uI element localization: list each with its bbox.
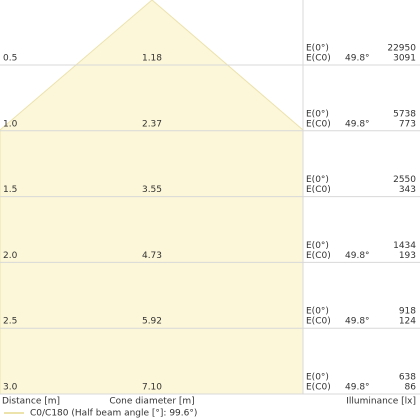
- e0-value: 918: [399, 307, 416, 317]
- ec0-label: E(C0): [306, 54, 331, 64]
- distance-label: 2.5: [3, 317, 17, 327]
- diameter-label: 7.10: [142, 383, 162, 393]
- angle-label: 49.8°: [345, 119, 370, 129]
- distance-label: 3.0: [3, 383, 18, 393]
- ec0-value: 3091: [393, 54, 416, 64]
- angle-label: 49.8°: [345, 251, 370, 261]
- footer-distance: Distance [m]: [2, 397, 60, 407]
- distance-label: 2.0: [3, 251, 18, 261]
- footer-diameter: Cone diameter [m]: [109, 397, 194, 407]
- diameter-label: 4.73: [142, 251, 162, 261]
- e0-value: 2550: [393, 175, 416, 185]
- ec0-value: 773: [399, 119, 416, 129]
- e0-value: 1434: [393, 241, 416, 251]
- angle-label: 49.8°: [345, 317, 370, 327]
- e0-value: 22950: [387, 44, 416, 54]
- diameter-label: 1.18: [142, 54, 162, 64]
- e0-label: E(0°): [306, 175, 329, 185]
- e0-value: 5738: [393, 109, 416, 119]
- e0-label: E(0°): [306, 241, 329, 251]
- legend-label: C0/C180 (Half beam angle [°]: 99.6°): [30, 409, 197, 419]
- e0-label: E(0°): [306, 373, 329, 383]
- ec0-label: E(C0): [306, 383, 331, 393]
- e0-label: E(0°): [306, 109, 329, 119]
- angle-label: 49.8°: [345, 54, 370, 64]
- e0-label: E(0°): [306, 307, 329, 317]
- ec0-label: E(C0): [306, 317, 331, 327]
- ec0-label: E(C0): [306, 251, 331, 261]
- e0-label: E(0°): [306, 44, 329, 54]
- distance-label: 0.5: [3, 54, 17, 64]
- ec0-label: E(C0): [306, 119, 331, 129]
- ec0-label: E(C0): [306, 185, 331, 195]
- ec0-value: 193: [399, 251, 416, 261]
- diameter-label: 3.55: [142, 185, 162, 195]
- ec0-value: 86: [405, 383, 417, 393]
- angle-label: 49.8°: [345, 383, 370, 393]
- distance-label: 1.0: [3, 119, 18, 129]
- distance-label: 1.5: [3, 185, 17, 195]
- footer-illuminance: Illuminance [lx]: [346, 397, 416, 407]
- diameter-label: 5.92: [142, 317, 162, 327]
- ec0-value: 124: [399, 317, 416, 327]
- e0-value: 638: [399, 373, 416, 383]
- diameter-label: 2.37: [142, 119, 162, 129]
- ec0-value: 343: [399, 185, 416, 195]
